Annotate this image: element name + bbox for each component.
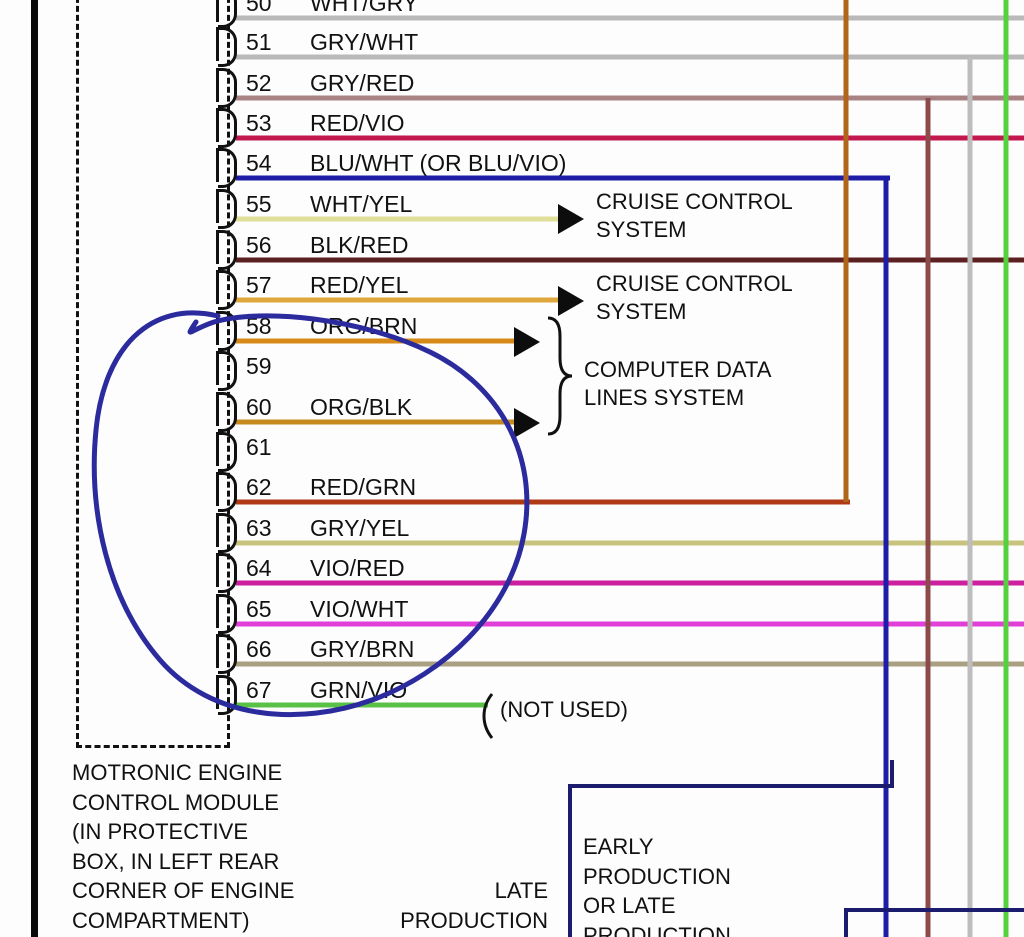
connector-pin-bracket-54 <box>218 148 237 188</box>
connector-pin-stem-51 <box>216 27 219 61</box>
not-used-label: (NOT USED) <box>500 697 628 722</box>
connector-pin-stem-60 <box>216 392 219 426</box>
connector-pin-bracket-53 <box>218 108 237 148</box>
connector-pin-stem-67 <box>216 675 219 709</box>
connector-pin-bracket-60 <box>218 392 237 432</box>
pin-number-57: 57 <box>246 272 272 298</box>
late-production-label: LATE PRODUCTION <box>400 878 548 933</box>
connector-pin-bracket-67 <box>218 675 237 715</box>
pin-number-52: 52 <box>246 70 272 96</box>
connector-pin-stem-50 <box>216 0 219 22</box>
connector-pin-stem-61 <box>216 432 219 466</box>
arrow-pin-58 <box>514 327 540 357</box>
pin-number-66: 66 <box>246 636 272 662</box>
wire-label-pin-53: RED/VIO <box>310 110 405 136</box>
connector-pin-stem-63 <box>216 513 219 547</box>
connector-pin-bracket-56 <box>218 230 237 270</box>
wire-label-pin-60: ORG/BLK <box>310 394 413 420</box>
wire-label-pin-50: WHT/GRY <box>310 0 419 16</box>
pin-number-51: 51 <box>246 29 272 55</box>
connector-pin-bracket-57 <box>218 270 237 310</box>
computer-data-brace <box>547 316 573 436</box>
connector-pin-bracket-64 <box>218 553 237 593</box>
connector-pin-stem-62 <box>216 472 219 506</box>
connector-pin-column <box>216 0 240 740</box>
callout-computer-data: COMPUTER DATA LINES SYSTEM <box>584 357 772 410</box>
connector-pin-stem-58 <box>216 311 219 345</box>
connector-pin-bracket-61 <box>218 432 237 472</box>
pin-number-54: 54 <box>246 150 272 176</box>
connector-pin-stem-64 <box>216 553 219 587</box>
pin-number-50: 50 <box>246 0 272 16</box>
connector-pin-bracket-58 <box>218 311 237 351</box>
connector-pin-stem-54 <box>216 148 219 182</box>
pin-number-55: 55 <box>246 191 272 217</box>
callout-cruise-2: CRUISE CONTROL SYSTEM <box>596 271 793 324</box>
connector-pin-stem-55 <box>216 189 219 223</box>
module-description-text: MOTRONIC ENGINE CONTROL MODULE (IN PROTE… <box>72 760 295 933</box>
pin-number-56: 56 <box>246 232 272 258</box>
wire-label-pin-67: GRN/VIO <box>310 677 408 703</box>
early-or-late-production-label: EARLY PRODUCTION OR LATE PRODUCTION <box>583 834 731 937</box>
connector-pin-bracket-50 <box>218 0 237 28</box>
pin-number-63: 63 <box>246 515 272 541</box>
pin-number-65: 65 <box>246 596 272 622</box>
connector-pin-bracket-63 <box>218 513 237 553</box>
connector-pin-bracket-62 <box>218 472 237 512</box>
arrow-pin-60 <box>514 408 540 438</box>
connector-pin-stem-53 <box>216 108 219 142</box>
connector-pin-bracket-59 <box>218 351 237 391</box>
connector-pin-bracket-66 <box>218 634 237 674</box>
wire-label-pin-56: BLK/RED <box>310 232 409 258</box>
connector-pin-bracket-52 <box>218 68 237 108</box>
connector-pin-stem-65 <box>216 594 219 628</box>
connector-pin-stem-66 <box>216 634 219 668</box>
wire-label-pin-62: RED/GRN <box>310 474 417 500</box>
wire-label-pin-55: WHT/YEL <box>310 191 413 217</box>
not-used-bracket <box>482 693 494 739</box>
wire-label-pin-58: ORG/BRN <box>310 313 418 339</box>
arrow-pin-55 <box>558 204 584 234</box>
pin-number-58: 58 <box>246 313 272 339</box>
wire-label-pin-65: VIO/WHT <box>310 596 409 622</box>
connector-pin-stem-57 <box>216 270 219 304</box>
pin-number-61: 61 <box>246 434 272 460</box>
callout-cruise-1: CRUISE CONTROL SYSTEM <box>596 189 793 242</box>
wire-label-pin-64: VIO/RED <box>310 555 405 581</box>
navy-callout-box-lower <box>844 908 1024 937</box>
wire-label-pin-57: RED/YEL <box>310 272 409 298</box>
wire-label-pin-52: GRY/RED <box>310 70 415 96</box>
wire-label-pin-66: GRY/BRN <box>310 636 415 662</box>
connector-pin-stem-52 <box>216 68 219 102</box>
pin-number-62: 62 <box>246 474 272 500</box>
pin-number-53: 53 <box>246 110 272 136</box>
pin-number-59: 59 <box>246 353 272 379</box>
arrow-pin-57 <box>558 286 584 316</box>
wire-label-pin-54: BLU/WHT (OR BLU/VIO) <box>310 150 567 176</box>
connector-pin-bracket-65 <box>218 594 237 634</box>
module-boundary-dashed-box <box>76 0 230 748</box>
wire-label-pin-51: GRY/WHT <box>310 29 419 55</box>
pin-number-64: 64 <box>246 555 272 581</box>
connector-pin-stem-56 <box>216 230 219 264</box>
page-edge-bar <box>31 0 38 937</box>
connector-pin-stem-59 <box>216 351 219 385</box>
wire-label-pin-63: GRY/YEL <box>310 515 410 541</box>
connector-pin-bracket-55 <box>218 189 237 229</box>
pin-number-60: 60 <box>246 394 272 420</box>
connector-pin-bracket-51 <box>218 27 237 67</box>
pin-number-67: 67 <box>246 677 272 703</box>
